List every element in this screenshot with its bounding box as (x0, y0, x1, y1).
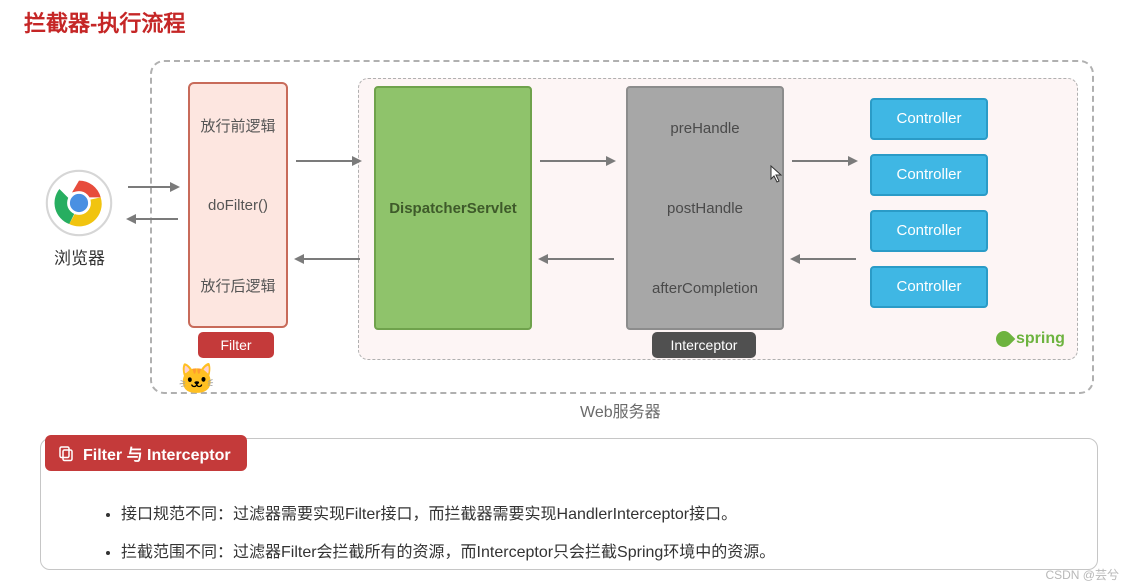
arrow-browser-to-filter (128, 186, 178, 188)
filter-post-label: 放行后逻辑 (200, 275, 275, 296)
controller-box: Controller (870, 266, 988, 308)
spring-leaf-icon (993, 328, 1016, 351)
browser-label: 浏览器 (54, 244, 105, 269)
info-badge-text: Filter 与 Interceptor (83, 441, 231, 465)
info-list: 接口规范不同：过滤器需要实现Filter接口，而拦截器需要实现HandlerIn… (81, 499, 775, 575)
controller-box: Controller (870, 98, 988, 140)
watermark: CSDN @芸兮 (1045, 566, 1119, 583)
arrow-controller-to-interceptor (792, 258, 856, 260)
spring-logo: spring (996, 330, 1065, 348)
controller-box: Controller (870, 154, 988, 196)
arrow-interceptor-to-dispatcher (540, 258, 614, 260)
filter-box: 放行前逻辑 doFilter() 放行后逻辑 (188, 82, 288, 328)
interceptor-prehandle: preHandle (670, 120, 739, 137)
arrow-dispatcher-to-interceptor (540, 160, 614, 162)
info-bullet-1: 接口规范不同：过滤器需要实现Filter接口，而拦截器需要实现HandlerIn… (121, 499, 775, 531)
controller-column: Controller Controller Controller Controller (870, 98, 988, 308)
web-server-label: Web服务器 (580, 398, 661, 422)
tomcat-icon: 🐱 (178, 362, 215, 397)
dispatcher-box: DispatcherServlet (374, 86, 532, 330)
arrow-filter-to-browser (128, 218, 178, 220)
arrow-dispatcher-to-filter (296, 258, 360, 260)
interceptor-badge: Interceptor (652, 332, 756, 358)
cursor-icon (770, 165, 784, 187)
spring-logo-text: spring (1016, 330, 1065, 348)
arrow-filter-to-dispatcher (296, 160, 360, 162)
info-bullet-2: 拦截范围不同：过滤器Filter会拦截所有的资源，而Interceptor只会拦… (121, 537, 775, 569)
interceptor-box: preHandle postHandle afterCompletion (626, 86, 784, 330)
interceptor-aftercompletion: afterCompletion (652, 280, 758, 297)
filter-pre-label: 放行前逻辑 (200, 115, 275, 136)
arrow-interceptor-to-controller (792, 160, 856, 162)
info-badge: Filter 与 Interceptor (45, 435, 247, 471)
interceptor-posthandle: postHandle (667, 200, 743, 217)
page-title: 拦截器-执行流程 (24, 6, 185, 38)
info-panel: Filter 与 Interceptor 接口规范不同：过滤器需要实现Filte… (40, 438, 1098, 570)
copy-icon (57, 444, 75, 462)
filter-badge: Filter (198, 332, 274, 358)
chrome-icon (44, 168, 114, 238)
controller-box: Controller (870, 210, 988, 252)
filter-do-label: doFilter() (208, 197, 268, 214)
